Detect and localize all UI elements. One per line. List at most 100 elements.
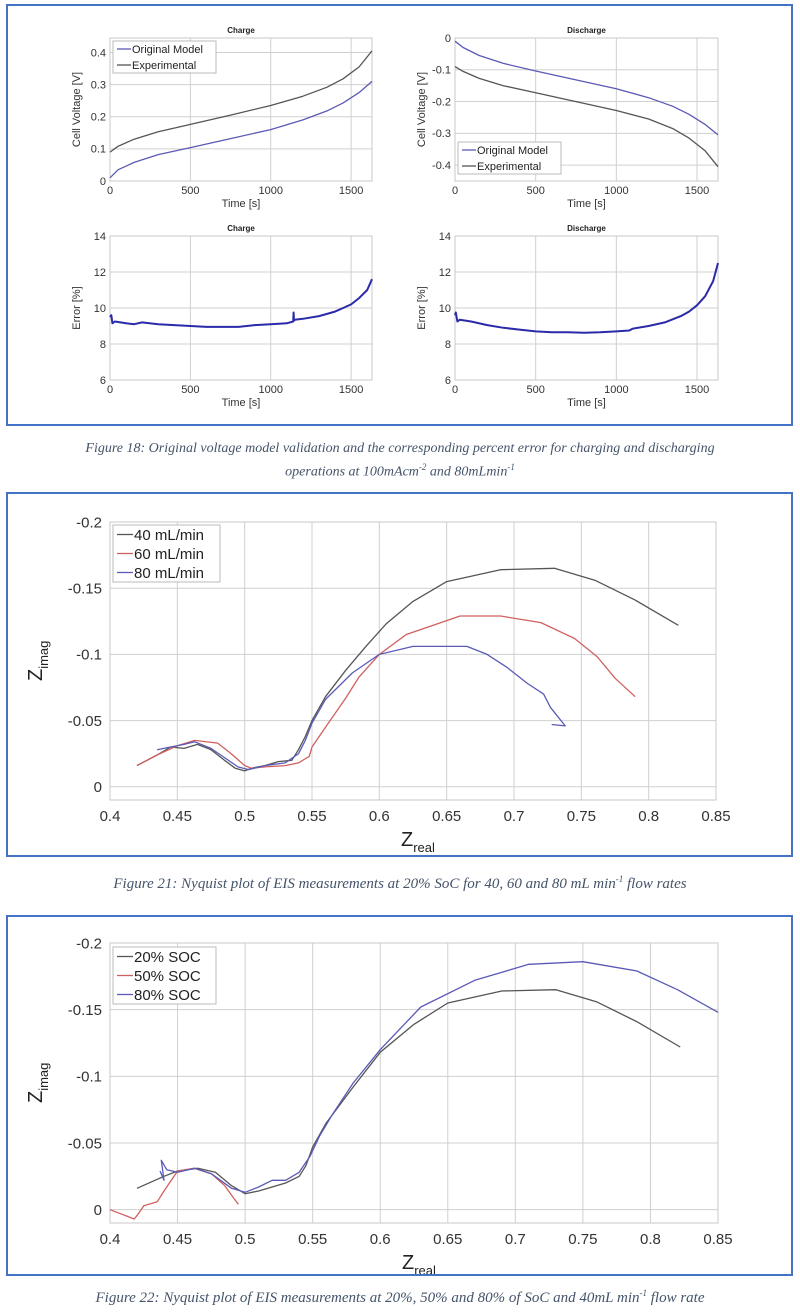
chart-charge-error: 0 500 1000 1500 6 8 10 12 14 Charge Time [s] Error … <box>71 224 373 409</box>
x-tick-label: 0 <box>452 384 458 396</box>
series-line-original-model <box>109 80 373 179</box>
figure-18-caption: Figure 18: Original voltage model valida… <box>0 440 800 482</box>
legend-box <box>112 40 217 74</box>
y-tick-label: 6 <box>100 375 106 387</box>
caption-superscript: -2 <box>418 462 427 472</box>
chart-nyquist-soc: 0.4 0.45 0.5 0.55 0.6 0.65 0.7 0.75 0.8 0.85 0 -0.0… <box>25 935 733 1278</box>
x-tick-label: 0.4 <box>100 808 121 825</box>
x-tick-label: 1500 <box>339 185 363 197</box>
legend-label: 50% SOC <box>134 968 201 985</box>
chart-charge-voltage: 0 500 1000 1500 0 0.1 0.2 0.3 0.4 Charge Time [s] C… <box>71 26 373 210</box>
chart-title: Discharge <box>567 26 606 35</box>
legend-label: 80% SOC <box>134 987 201 1004</box>
x-tick-label: 0.7 <box>505 1231 526 1248</box>
y-tick-label: -0.3 <box>432 128 451 140</box>
figure-21-caption: Figure 21: Nyquist plot of EIS measureme… <box>0 874 800 893</box>
x-axis-label: Time [s] <box>222 198 261 210</box>
legend-box <box>457 141 562 175</box>
plot-area-border <box>109 37 373 182</box>
x-tick-label: 0.4 <box>100 1231 121 1248</box>
series-line-20-soc <box>136 989 681 1195</box>
x-tick-label: 1000 <box>604 384 628 396</box>
y-tick-label: -0.15 <box>68 1002 102 1019</box>
y-tick-label: -0.05 <box>68 713 102 730</box>
x-tick-label: 0.8 <box>638 808 659 825</box>
x-tick-label: 1500 <box>685 384 709 396</box>
x-axis-label-main: Z <box>401 829 413 851</box>
caption-text: operations at 100mAcm <box>285 464 419 480</box>
figure-21-frame <box>6 492 793 857</box>
caption-text: Figure 21: Nyquist plot of EIS measureme… <box>113 876 616 892</box>
x-tick-label: 0.5 <box>234 808 255 825</box>
x-tick-label: 1000 <box>604 185 628 197</box>
y-tick-label: 0.4 <box>91 47 106 59</box>
y-tick-label: 12 <box>439 267 451 279</box>
x-tick-label: 1000 <box>258 185 282 197</box>
series-line-error <box>109 278 373 328</box>
y-tick-label: -0.1 <box>76 1069 102 1086</box>
y-tick-label: 10 <box>94 303 106 315</box>
figure-18-caption-line2: operations at 100mAcm-2 and 80mLmin-1 <box>0 458 800 482</box>
y-axis-label-main: Z <box>25 1091 47 1103</box>
legend-label: Original Model <box>132 44 203 56</box>
y-axis-label-subscript: imag <box>36 641 51 669</box>
x-axis-label-subscript: real <box>413 840 435 855</box>
legend-label: Experimental <box>477 161 541 173</box>
series-line-60-ml-min <box>136 615 636 769</box>
figure-18-frame <box>6 4 793 426</box>
x-axis-label: Zreal <box>401 829 435 855</box>
y-tick-label: -0.15 <box>68 580 102 597</box>
x-tick-label: 1000 <box>258 384 282 396</box>
legend-label: 40 mL/min <box>134 527 204 544</box>
figure-22-caption: Figure 22: Nyquist plot of EIS measureme… <box>0 1288 800 1307</box>
x-tick-label: 0.55 <box>297 808 326 825</box>
y-tick-label: 0.3 <box>91 79 106 91</box>
y-tick-label: -0.1 <box>76 647 102 664</box>
x-tick-label: 0.7 <box>504 808 525 825</box>
caption-superscript: -1 <box>639 1288 647 1298</box>
y-tick-label: 6 <box>445 375 451 387</box>
y-tick-label: 0.1 <box>91 144 106 156</box>
caption-text: flow rates <box>623 876 687 892</box>
plot-area-border <box>109 942 719 1224</box>
y-tick-label: 0 <box>94 779 102 796</box>
caption-superscript: -1 <box>507 462 515 472</box>
x-tick-label: 0.5 <box>235 1231 256 1248</box>
x-tick-label: 500 <box>526 384 544 396</box>
x-tick-label: 0.85 <box>703 1231 732 1248</box>
y-tick-label: 8 <box>100 339 106 351</box>
chart-discharge-voltage: 0 500 1000 1500 0 -0.1 -0.2 -0.3 -0.4 Discharge Ti… <box>416 26 719 210</box>
chart-title: Charge <box>227 26 255 35</box>
figure-18-caption-line1: Figure 18: Original voltage model valida… <box>85 441 715 456</box>
x-tick-label: 0.6 <box>369 808 390 825</box>
legend-label: 80 mL/min <box>134 565 204 582</box>
y-tick-label: -0.2 <box>432 96 451 108</box>
x-tick-label: 0.75 <box>568 1231 597 1248</box>
figure-22-frame <box>6 915 793 1276</box>
y-tick-label: 0 <box>445 33 451 45</box>
x-tick-label: 500 <box>526 185 544 197</box>
series-line-original-model <box>454 40 719 136</box>
x-tick-label: 0.65 <box>433 1231 462 1248</box>
x-tick-label: 0.75 <box>567 808 596 825</box>
plot-area-border <box>109 521 717 801</box>
chart-discharge-error: 0 500 1000 1500 6 8 10 12 14 Discharge Time [s] Err… <box>416 224 719 409</box>
chart-nyquist-flow-rates: 0.4 0.45 0.5 0.55 0.6 0.65 0.7 0.75 0.8 0.85 0 -0.0… <box>25 514 731 855</box>
y-tick-label: -0.2 <box>76 514 102 531</box>
y-tick-label: 0 <box>100 176 106 188</box>
y-tick-label: 0.2 <box>91 112 106 124</box>
series-line-40-ml-min <box>136 567 679 772</box>
y-axis-label: Zimag <box>25 1063 51 1103</box>
chart-title: Discharge <box>567 224 606 233</box>
y-axis-label: Error [%] <box>71 286 83 329</box>
chart-title: Charge <box>227 224 255 233</box>
y-axis-label: Cell Voltage [V] <box>71 72 83 147</box>
x-tick-label: 0.65 <box>432 808 461 825</box>
x-axis-label-main: Z <box>402 1252 414 1274</box>
y-tick-label: -0.05 <box>68 1135 102 1152</box>
legend-label: 60 mL/min <box>134 546 204 563</box>
x-tick-label: 0.45 <box>163 1231 192 1248</box>
caption-superscript: -1 <box>615 874 624 884</box>
x-tick-label: 1500 <box>685 185 709 197</box>
